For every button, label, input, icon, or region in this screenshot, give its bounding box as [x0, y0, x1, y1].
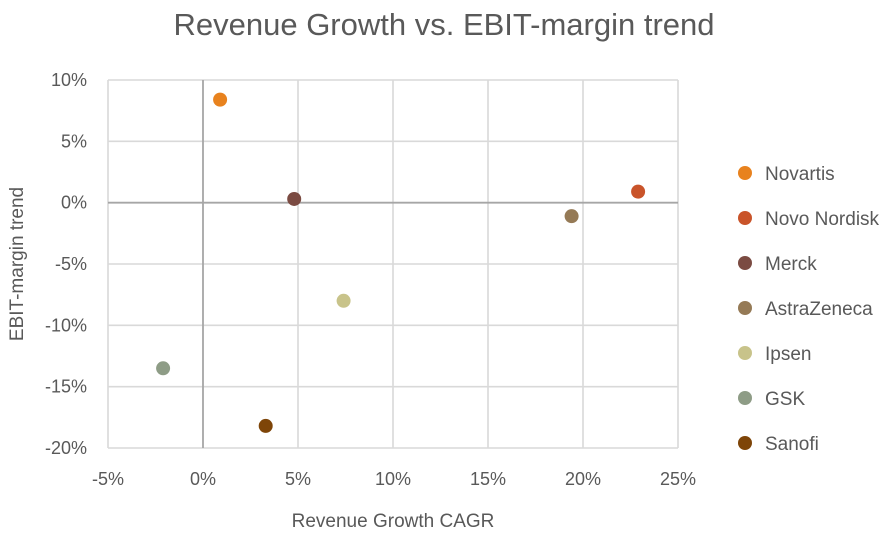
legend-label-novo-nordisk: Novo Nordisk [765, 209, 880, 230]
data-point-ipsen [336, 293, 351, 308]
y-tick-label: 0% [61, 193, 87, 213]
data-point-novo-nordisk [631, 184, 646, 199]
y-tick-label: -10% [45, 315, 87, 335]
legend-label-merck: Merck [765, 254, 817, 275]
data-point-merck [287, 191, 302, 206]
legend-marker-astrazeneca [738, 301, 752, 315]
y-tick-label: -20% [45, 438, 87, 458]
y-tick-label: 5% [61, 131, 87, 151]
legend-label-astrazeneca: AstraZeneca [765, 299, 873, 320]
legend-marker-sanofi [738, 436, 752, 450]
legend-label-ipsen: Ipsen [765, 344, 811, 365]
x-tick-label: 20% [565, 469, 601, 489]
legend-marker-ipsen [738, 346, 752, 360]
x-tick-label: 10% [375, 469, 411, 489]
legend-marker-merck [738, 256, 752, 270]
x-tick-label: 0% [190, 469, 216, 489]
x-axis-label: Revenue Growth CAGR [292, 511, 495, 532]
x-tick-label: 15% [470, 469, 506, 489]
y-tick-label: -5% [55, 254, 87, 274]
axis-layer: 10%5%0%-5%-10%-15%-20%-5% 0% 5% 10% 15% 20% 25… [45, 70, 696, 489]
x-tick-label: -5% [92, 469, 124, 489]
y-axis-label: EBIT-margin trend [7, 187, 28, 341]
legend-marker-gsk [738, 391, 752, 405]
data-point-sanofi [258, 418, 273, 433]
data-point-astrazeneca [564, 209, 579, 224]
points-layer [156, 92, 646, 433]
y-tick-label: -15% [45, 377, 87, 397]
legend-label-sanofi: Sanofi [765, 434, 819, 455]
legend-label-gsk: GSK [765, 389, 805, 410]
legend: Novartis Novo Nordisk Merck AstraZeneca Ipse… [738, 164, 880, 455]
data-point-gsk [156, 361, 171, 376]
x-tick-label: 25% [660, 469, 696, 489]
x-tick-label: 5% [285, 469, 311, 489]
legend-marker-novartis [738, 166, 752, 180]
chart-title: Revenue Growth vs. EBIT-margin trend [173, 7, 714, 42]
grid-layer [107, 79, 679, 449]
y-tick-label: 10% [51, 70, 87, 90]
legend-marker-novo-nordisk [738, 211, 752, 225]
legend-label-novartis: Novartis [765, 164, 835, 185]
data-point-novartis [213, 92, 228, 107]
